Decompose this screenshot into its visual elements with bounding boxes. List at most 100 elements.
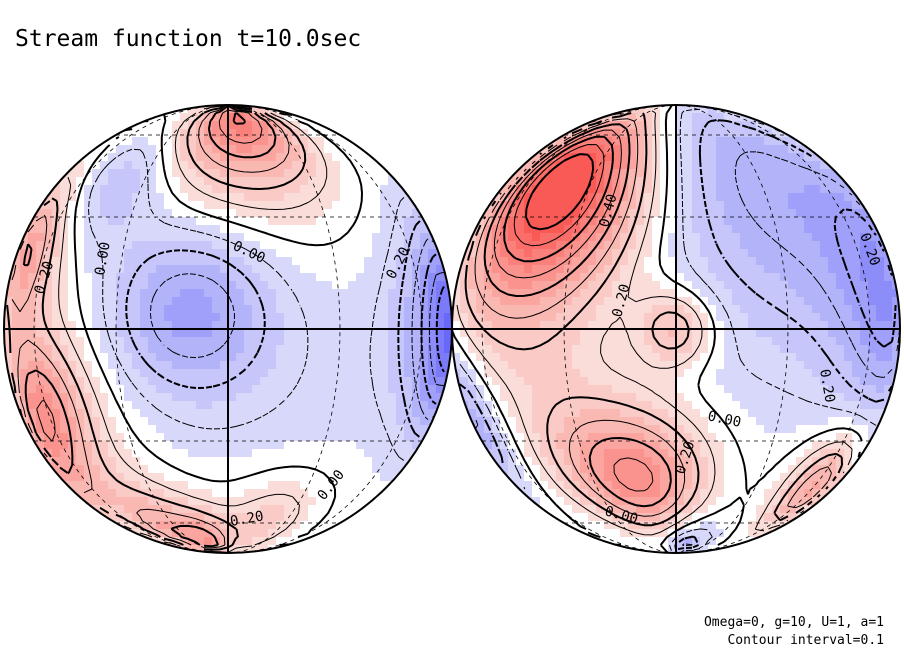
field-cell (300, 441, 309, 450)
field-cell (276, 521, 285, 530)
field-cell (484, 209, 493, 218)
field-cell (612, 145, 621, 154)
field-cell (796, 433, 805, 442)
field-cell (244, 137, 253, 146)
field-cell (580, 249, 589, 258)
field-cell (340, 313, 349, 322)
field-cell (476, 233, 485, 242)
field-cell (500, 425, 509, 434)
field-cell (564, 217, 573, 226)
field-cell (212, 449, 221, 458)
field-cell (780, 425, 789, 434)
field-cell (252, 169, 261, 178)
field-cell (748, 457, 757, 466)
field-cell (348, 241, 357, 250)
field-cell (660, 465, 669, 474)
field-cell (220, 457, 229, 466)
field-cell (68, 337, 77, 346)
field-cell (412, 217, 421, 226)
field-cell (732, 417, 741, 426)
field-cell (772, 281, 781, 290)
field-cell (204, 289, 213, 298)
field-cell (580, 313, 589, 322)
field-cell (92, 449, 101, 458)
field-cell (60, 329, 69, 338)
field-cell (460, 417, 469, 426)
field-cell (228, 377, 237, 386)
field-cell (332, 465, 341, 474)
field-cell (332, 169, 341, 178)
field-cell (212, 193, 221, 202)
field-cell (804, 393, 813, 402)
field-cell (148, 313, 157, 322)
field-cell (364, 369, 373, 378)
field-cell (236, 129, 245, 138)
field-cell (708, 105, 717, 114)
field-cell (308, 521, 317, 530)
field-cell (52, 281, 61, 290)
field-cell (772, 329, 781, 338)
field-cell (332, 313, 341, 322)
field-cell (564, 449, 573, 458)
field-cell (324, 281, 333, 290)
field-cell (348, 369, 357, 378)
field-cell (116, 433, 125, 442)
field-cell (308, 233, 317, 242)
field-cell (732, 281, 741, 290)
field-cell (580, 457, 589, 466)
field-cell (124, 337, 133, 346)
field-cell (772, 233, 781, 242)
field-cell (780, 289, 789, 298)
field-cell (324, 377, 333, 386)
field-cell (628, 337, 637, 346)
field-cell (196, 217, 205, 226)
field-cell (796, 377, 805, 386)
field-cell (860, 425, 869, 434)
field-cell (628, 113, 637, 122)
field-cell (684, 281, 693, 290)
field-cell (332, 273, 341, 282)
field-cell (132, 265, 141, 274)
field-cell (860, 385, 869, 394)
field-cell (140, 313, 149, 322)
field-cell (100, 329, 109, 338)
field-cell (748, 297, 757, 306)
field-cell (660, 329, 669, 338)
field-cell (684, 345, 693, 354)
field-cell (308, 177, 317, 186)
field-cell (84, 321, 93, 330)
field-cell (428, 361, 437, 370)
field-cell (260, 297, 269, 306)
field-cell (788, 473, 797, 482)
field-cell (772, 385, 781, 394)
field-cell (284, 193, 293, 202)
field-cell (180, 441, 189, 450)
field-cell (468, 273, 477, 282)
field-cell (412, 433, 421, 442)
field-cell (764, 137, 773, 146)
field-cell (812, 209, 821, 218)
field-cell (116, 441, 125, 450)
field-cell (124, 481, 133, 490)
field-cell (44, 281, 53, 290)
field-cell (244, 497, 253, 506)
field-cell (596, 329, 605, 338)
field-cell (404, 345, 413, 354)
field-cell (284, 537, 293, 546)
field-cell (388, 289, 397, 298)
field-cell (700, 129, 709, 138)
field-cell (604, 417, 613, 426)
field-cell (564, 457, 573, 466)
field-cell (604, 353, 613, 362)
field-cell (180, 481, 189, 490)
field-cell (156, 201, 165, 210)
field-cell (300, 193, 309, 202)
field-cell (300, 337, 309, 346)
field-cell (500, 209, 509, 218)
field-cell (668, 105, 677, 114)
field-cell (180, 297, 189, 306)
field-cell (564, 273, 573, 282)
field-cell (668, 473, 677, 482)
field-cell (452, 257, 461, 266)
field-cell (508, 265, 517, 274)
